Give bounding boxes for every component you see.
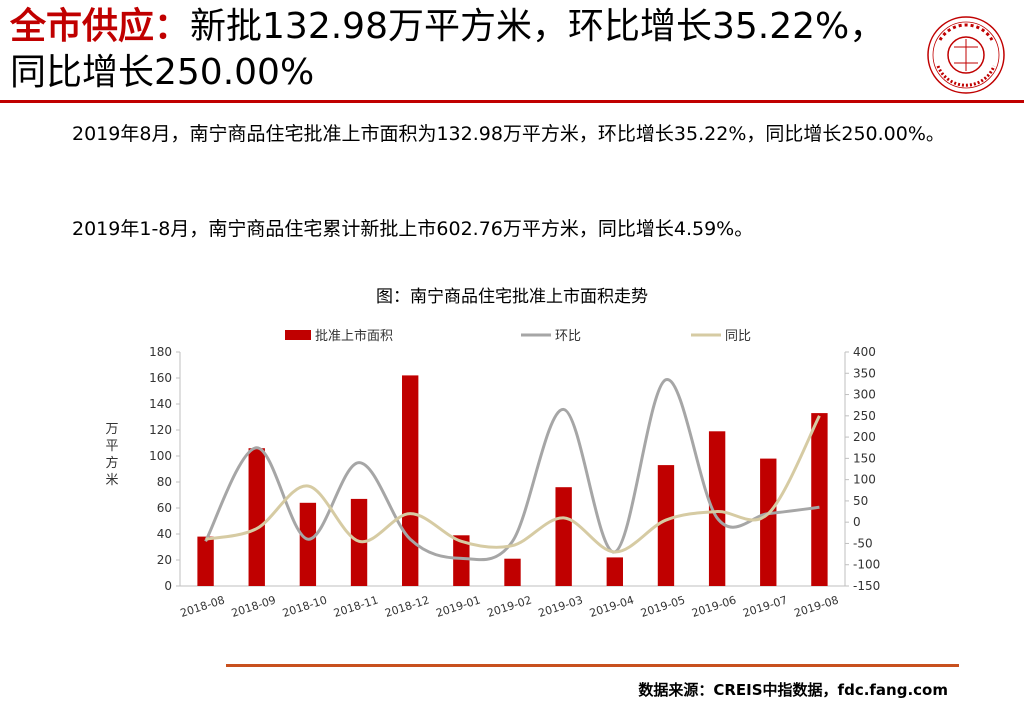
y2-tick-label: -50: [853, 536, 873, 550]
paragraph-2: 2019年1-8月，南宁商品住宅累计新批上市602.76万平方米，同比增长4.5…: [72, 218, 754, 240]
chart-title: 图：南宁商品住宅批准上市面积走势: [376, 287, 648, 307]
legend-swatch-0: [285, 330, 311, 340]
x-tick-label: 2019-04: [588, 593, 636, 620]
bar-2019-06: [708, 431, 726, 586]
legend-label-2: 同比: [725, 329, 751, 344]
y-tick-label: 0: [164, 579, 172, 593]
x-tick-label: 2019-05: [639, 593, 687, 620]
y2-tick-label: 150: [853, 451, 876, 465]
y2-tick-label: 300: [853, 388, 876, 402]
bar-2019-05: [657, 465, 675, 586]
y2-tick-label: 250: [853, 409, 876, 423]
y2-tick-label: 0: [853, 515, 861, 529]
y2-tick-label: -100: [853, 558, 880, 572]
page-title: 全市供应：新批132.98万平方米，环比增长35.22%，同比增长250.00%: [10, 4, 890, 96]
x-tick-label: 2018-08: [179, 593, 227, 620]
bar-2018-09: [248, 448, 265, 586]
x-tick-label: 2019-02: [486, 593, 534, 620]
bar-2019-03: [555, 487, 572, 586]
y-tick-label: 140: [149, 397, 172, 411]
bar-2019-08: [811, 413, 828, 586]
bar-2018-12: [402, 375, 419, 586]
title-divider: [0, 100, 1024, 103]
y2-tick-label: 50: [853, 494, 868, 508]
footer-divider: [226, 664, 959, 667]
bar-2019-04: [606, 557, 623, 586]
x-tick-label: 2019-08: [792, 593, 840, 620]
y-tick-label: 40: [157, 527, 172, 541]
y2-tick-label: -150: [853, 579, 880, 593]
y-tick-label: 20: [157, 553, 172, 567]
title-highlight: 全市供应：: [10, 6, 191, 47]
area-trend-chart: 0 20 40 60 80 100 120 140 160 180 -150 -100 -50 0 50 10…: [105, 328, 880, 620]
y-tick-label: 120: [149, 423, 172, 437]
x-tick-label: 2019-01: [434, 593, 482, 620]
y2-tick-label: 350: [853, 366, 876, 380]
x-tick-label: 2018-10: [281, 593, 329, 620]
y-axis-title-char: 米: [105, 473, 118, 488]
y-axis-title-char: 方: [105, 455, 118, 471]
china-index-academy-logo: [927, 16, 1005, 94]
y-axis-title-char: 万: [105, 422, 118, 437]
bar-2019-01: [453, 535, 470, 586]
x-tick-label: 2019-07: [741, 593, 789, 620]
x-tick-label: 2018-09: [230, 593, 278, 620]
x-tick-label: 2018-11: [332, 593, 380, 620]
y-tick-label: 60: [157, 501, 172, 515]
title-rest: 新批132.98万平方米，环比增长35.22%，同比增长250.00%: [10, 6, 886, 93]
bar-2018-10: [299, 502, 317, 586]
bar-2019-02: [504, 558, 521, 586]
y2-tick-label: 400: [853, 345, 876, 359]
y-tick-label: 180: [149, 345, 172, 359]
y2-tick-label: 200: [853, 430, 876, 444]
bar-2019-07: [760, 458, 777, 586]
data-source: 数据来源：CREIS中指数据，fdc.fang.com: [638, 681, 948, 699]
x-tick-label: 2018-12: [383, 593, 431, 620]
y-axis-title-char: 平: [105, 439, 118, 454]
legend-label-1: 环比: [555, 329, 581, 344]
y-tick-label: 160: [149, 371, 172, 385]
x-tick-label: 2019-06: [690, 593, 738, 620]
legend-label-0: 批准上市面积: [315, 328, 393, 344]
y-tick-label: 80: [157, 475, 172, 489]
paragraph-1: 2019年8月，南宁商品住宅批准上市面积为132.98万平方米，环比增长35.2…: [72, 123, 945, 145]
x-tick-label: 2019-03: [537, 593, 585, 620]
line-mom: [204, 378, 820, 562]
y2-tick-label: 100: [853, 473, 876, 487]
y-tick-label: 100: [149, 449, 172, 463]
bar-2018-08: [197, 536, 214, 586]
